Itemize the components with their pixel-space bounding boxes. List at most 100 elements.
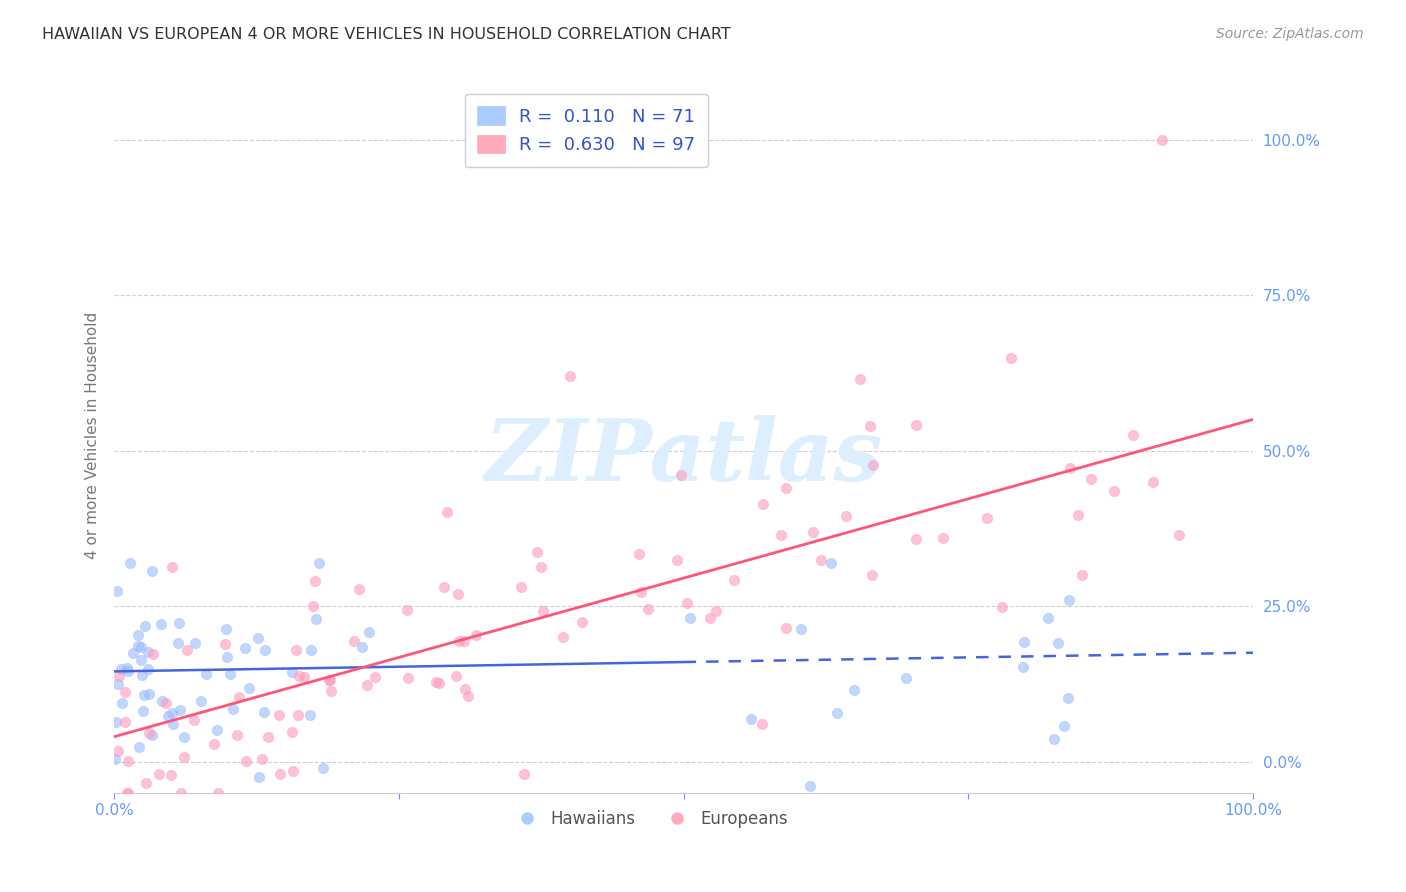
Point	[775, 621, 797, 635]
Point	[1080, 472, 1102, 486]
Point	[1000, 351, 1022, 366]
Point	[321, 684, 343, 698]
Point	[454, 681, 477, 696]
Point	[551, 630, 574, 644]
Point	[513, 767, 536, 781]
Point	[114, 715, 136, 730]
Point	[704, 604, 727, 618]
Point	[170, 786, 193, 800]
Point	[107, 744, 129, 758]
Point	[810, 553, 832, 567]
Point	[105, 583, 128, 598]
Point	[247, 770, 270, 784]
Point	[669, 468, 692, 483]
Point	[679, 611, 702, 625]
Point	[148, 767, 170, 781]
Point	[526, 545, 548, 559]
Point	[166, 636, 188, 650]
Point	[104, 715, 127, 730]
Point	[176, 643, 198, 657]
Point	[190, 694, 212, 708]
Point	[127, 628, 149, 642]
Point	[138, 645, 160, 659]
Point	[138, 726, 160, 740]
Point	[107, 677, 129, 691]
Point	[246, 632, 269, 646]
Point	[152, 694, 174, 708]
Point	[790, 622, 813, 636]
Point	[464, 628, 486, 642]
Point	[1059, 460, 1081, 475]
Point	[1012, 634, 1035, 648]
Point	[1122, 427, 1144, 442]
Point	[117, 660, 139, 674]
Point	[835, 508, 858, 523]
Point	[531, 604, 554, 618]
Point	[1038, 610, 1060, 624]
Point	[509, 581, 531, 595]
Text: HAWAIIAN VS EUROPEAN 4 OR MORE VEHICLES IN HOUSEHOLD CORRELATION CHART: HAWAIIAN VS EUROPEAN 4 OR MORE VEHICLES …	[42, 27, 731, 42]
Point	[447, 587, 470, 601]
Point	[457, 690, 479, 704]
Point	[436, 505, 458, 519]
Point	[1042, 731, 1064, 746]
Point	[217, 650, 239, 665]
Point	[1067, 508, 1090, 522]
Point	[932, 531, 955, 545]
Point	[1150, 133, 1173, 147]
Point	[128, 739, 150, 754]
Point	[183, 714, 205, 728]
Point	[825, 706, 848, 720]
Point	[848, 372, 870, 386]
Point	[228, 690, 250, 704]
Point	[134, 618, 156, 632]
Point	[1168, 527, 1191, 541]
Point	[235, 754, 257, 768]
Point	[173, 730, 195, 744]
Point	[395, 603, 418, 617]
Point	[359, 624, 381, 639]
Point	[1056, 691, 1078, 706]
Point	[281, 665, 304, 679]
Point	[115, 786, 138, 800]
Point	[281, 764, 304, 779]
Point	[1057, 592, 1080, 607]
Point	[299, 642, 322, 657]
Point	[453, 634, 475, 648]
Point	[288, 669, 311, 683]
Point	[235, 640, 257, 655]
Point	[356, 678, 378, 692]
Point	[214, 637, 236, 651]
Point	[301, 599, 323, 614]
Point	[628, 547, 651, 561]
Point	[318, 673, 340, 687]
Point	[860, 568, 883, 582]
Point	[127, 639, 149, 653]
Point	[226, 728, 249, 742]
Point	[114, 684, 136, 698]
Point	[675, 596, 697, 610]
Point	[637, 602, 659, 616]
Point	[215, 622, 238, 636]
Point	[699, 611, 721, 625]
Point	[129, 653, 152, 667]
Point	[862, 458, 884, 472]
Point	[110, 662, 132, 676]
Point	[205, 723, 228, 738]
Point	[107, 669, 129, 683]
Point	[801, 524, 824, 539]
Point	[751, 717, 773, 731]
Point	[202, 737, 225, 751]
Point	[267, 708, 290, 723]
Point	[167, 616, 190, 631]
Point	[799, 780, 821, 794]
Point	[287, 707, 309, 722]
Point	[304, 574, 326, 588]
Point	[751, 497, 773, 511]
Point	[343, 633, 366, 648]
Point	[446, 669, 468, 683]
Point	[149, 616, 172, 631]
Point	[305, 612, 328, 626]
Point	[250, 752, 273, 766]
Point	[630, 584, 652, 599]
